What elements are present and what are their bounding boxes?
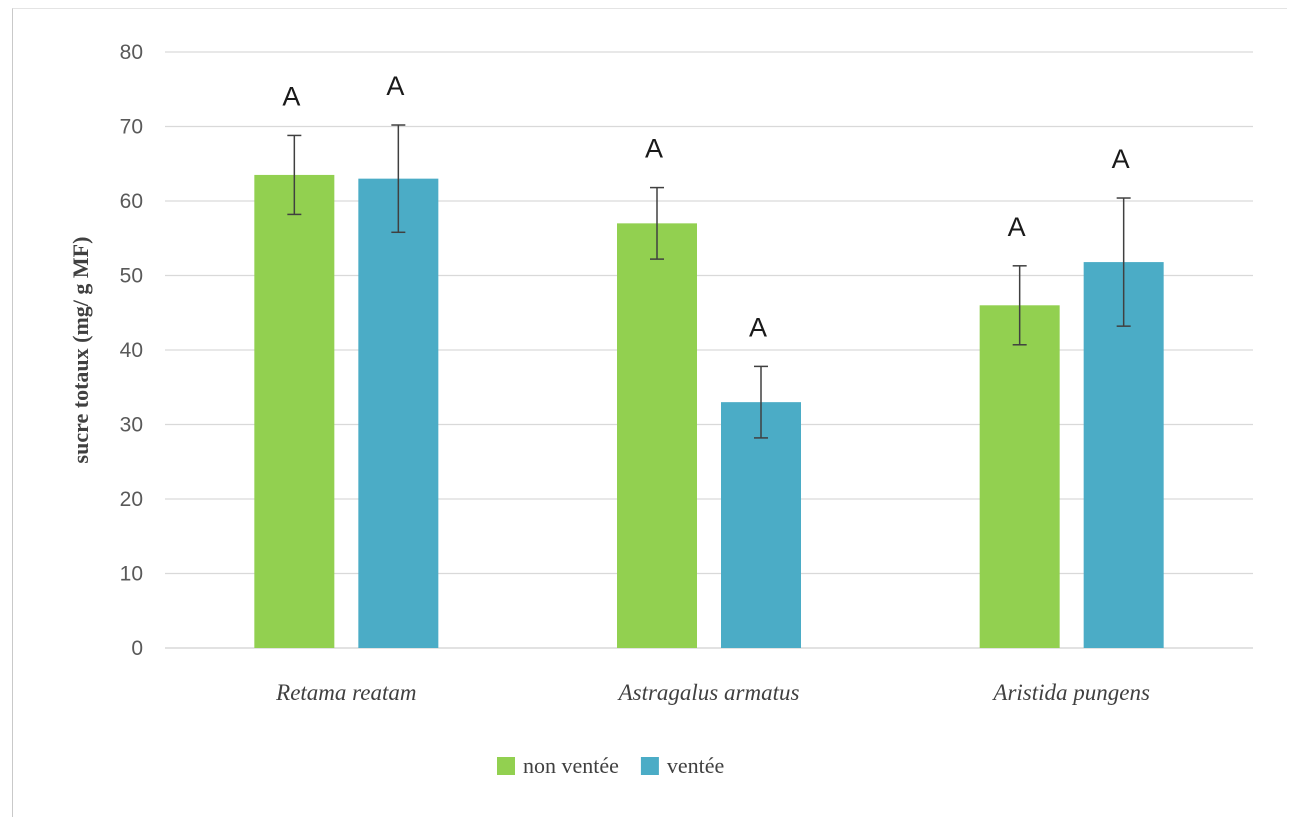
- y-tick-label: 10: [120, 563, 143, 586]
- y-tick-label: 30: [120, 414, 143, 437]
- y-tick-label: 40: [120, 339, 143, 362]
- bar-non-ventée: [617, 223, 697, 648]
- significance-label: A: [1008, 212, 1026, 242]
- bar-non-ventée: [979, 305, 1060, 648]
- legend-swatch: [497, 757, 515, 775]
- bars: [254, 174, 1164, 649]
- legend-entry: ventée: [667, 753, 724, 778]
- y-axis-ticks: 0 10 20 30 40 50 60 70 80: [120, 41, 143, 660]
- bar-non-ventée: [254, 174, 335, 649]
- category-label: Retama reatam: [275, 680, 416, 705]
- significance-label: A: [386, 71, 404, 101]
- significance-label: A: [1112, 144, 1130, 174]
- legend-swatch: [640, 757, 659, 775]
- significance-labels: A A A A A A: [282, 71, 1129, 342]
- significance-label: A: [749, 312, 767, 342]
- significance-label: A: [645, 134, 663, 164]
- y-tick-label: 60: [120, 190, 143, 213]
- y-tick-label: 0: [131, 637, 143, 660]
- gridlines: [165, 51, 1253, 649]
- x-axis-categories: Retama reatam Astragalus armatus Aristida …: [275, 680, 1150, 705]
- y-tick-label: 80: [120, 41, 143, 64]
- y-tick-label: 70: [120, 116, 143, 139]
- bar-ventée: [721, 402, 801, 648]
- legend: non ventée ventée: [497, 753, 724, 778]
- significance-label: A: [282, 81, 300, 111]
- category-label: Astragalus armatus: [617, 680, 800, 705]
- y-tick-label: 20: [120, 488, 143, 511]
- error-bars: [287, 124, 1131, 439]
- legend-entry: non ventée: [523, 753, 619, 778]
- bar-ventée: [358, 178, 439, 648]
- y-axis-label: sucre totaux (mg/ g MF): [68, 237, 93, 464]
- y-tick-label: 50: [120, 265, 143, 288]
- category-label: Aristida pungens: [991, 680, 1150, 705]
